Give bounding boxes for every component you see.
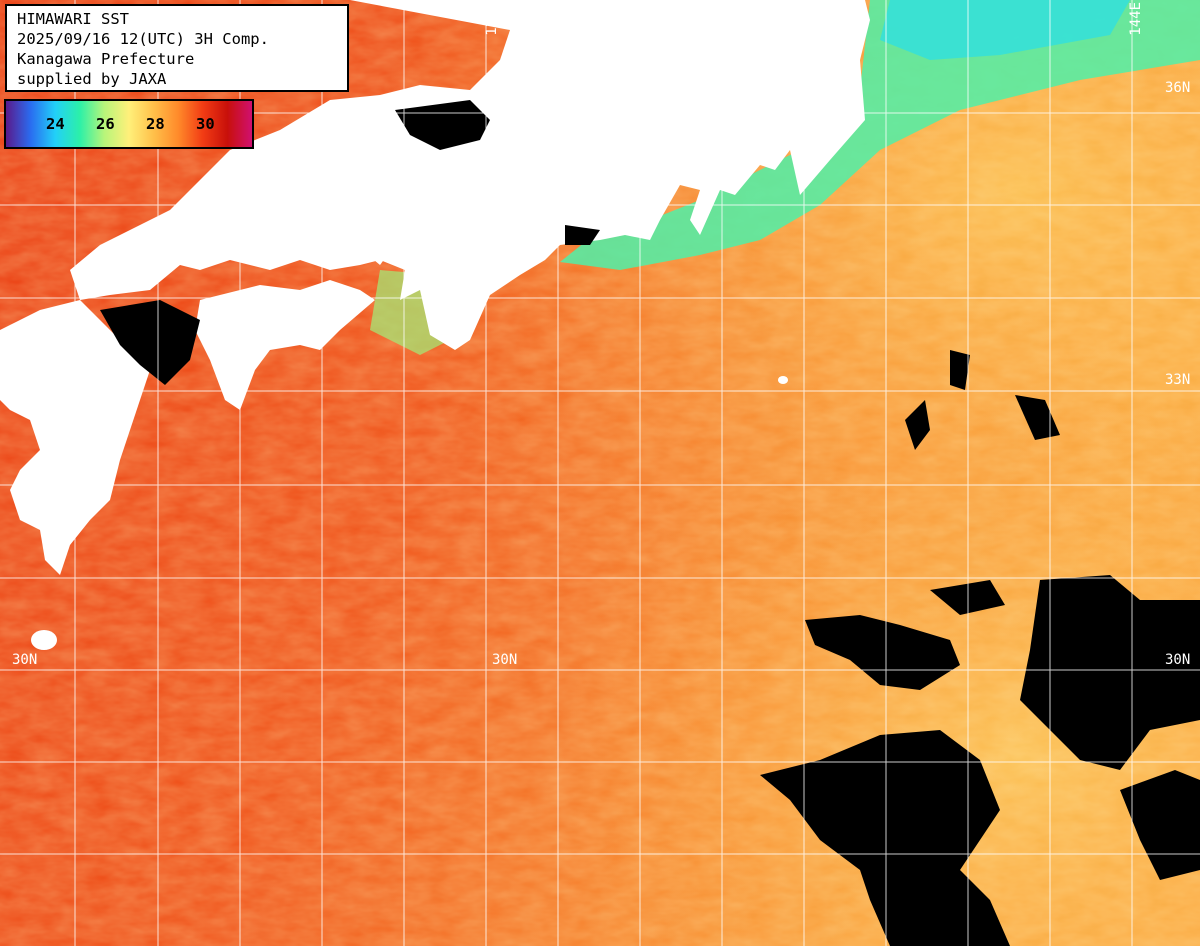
lat-label-30-left: 30N [12, 652, 38, 668]
cloud-bungo [100, 300, 200, 385]
land-tanegashima [31, 630, 57, 650]
title-credit: supplied by JAXA [17, 70, 167, 88]
cloud-se-1 [805, 615, 960, 690]
cloud-east-3 [1015, 395, 1060, 440]
title-datetime: 2025/09/16 12(UTC) 3H Comp. [17, 30, 269, 48]
lat-label-30-right: 30N [1165, 652, 1191, 668]
colorbar-tick-30: 30 [196, 115, 215, 133]
lon-label-144: 144E [1128, 2, 1144, 36]
lat-label-33-left: 33 [12, 372, 29, 388]
lat-label-30-mid: 30N [492, 652, 518, 668]
lon-label-136: 136E [484, 2, 500, 36]
land-awaji [365, 220, 395, 265]
title-product: HIMAWARI SST [17, 10, 129, 28]
colorbar-tick-24: 24 [46, 115, 65, 133]
cloud-se-4 [1120, 770, 1200, 880]
colorbar-tick-28: 28 [146, 115, 165, 133]
colorbar-tick-26: 26 [96, 115, 115, 133]
land-oshima [778, 376, 788, 384]
title-box: HIMAWARI SST 2025/09/16 12(UTC) 3H Comp.… [5, 4, 349, 92]
coastal-cyan-water [880, 0, 1130, 60]
land-honshu [70, 0, 870, 350]
cloud-ise [565, 225, 600, 245]
lat-label-36-right: 36N [1165, 80, 1191, 96]
cloud-se-3 [760, 730, 1010, 946]
cloud-east-1 [950, 350, 970, 390]
cloud-east-2 [905, 400, 930, 450]
cloud-se-2 [1020, 575, 1200, 770]
temperature-colorbar: 24 26 28 30 [4, 99, 254, 149]
coastal-cool-water [560, 0, 1200, 270]
title-agency: Kanagawa Prefecture [17, 50, 195, 68]
lat-label-33-right: 33N [1165, 372, 1191, 388]
cloud-masks [100, 100, 1200, 946]
